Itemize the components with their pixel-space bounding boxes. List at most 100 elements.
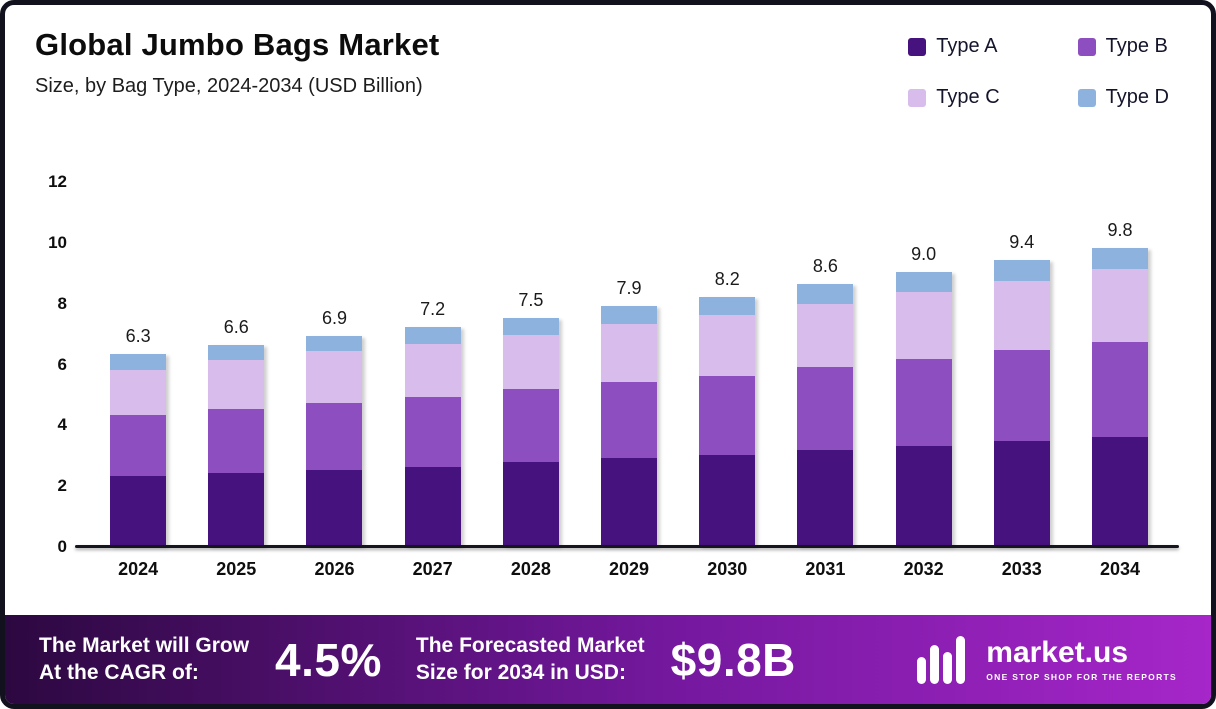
forecast-value: $9.8B — [670, 633, 796, 686]
bar-segment-type-c — [1091, 269, 1148, 343]
cagr-value: 4.5% — [275, 633, 382, 686]
bar-segment-type-b — [601, 381, 658, 458]
bar-segment-type-c — [404, 343, 461, 397]
bar-column: 6.3 — [89, 326, 187, 546]
bar-column: 9.8 — [1071, 220, 1169, 546]
title-block: Global Jumbo Bags Market Size, by Bag Ty… — [35, 27, 439, 109]
forecast-caption-line1: The Forecasted Market — [415, 634, 645, 658]
bar-segment-type-b — [404, 396, 461, 467]
bar-segment-type-d — [110, 354, 167, 370]
bar-segment-type-c — [797, 304, 854, 367]
bar-segment-type-d — [208, 345, 265, 361]
bar-segment-type-c — [601, 323, 658, 382]
marketus-logo-icon — [917, 635, 966, 684]
stacked-bar — [404, 327, 461, 546]
bar-segment-type-b — [502, 389, 559, 463]
bar-total-label: 7.2 — [420, 299, 446, 320]
chart-title: Global Jumbo Bags Market — [35, 27, 440, 62]
brand-block: market.us ONE STOP SHOP FOR THE REPORTS — [916, 635, 1177, 685]
bar-segment-type-d — [404, 327, 461, 344]
bar-segment-type-b — [993, 349, 1050, 442]
cagr-caption: The Market will Grow At the CAGR of: — [39, 633, 249, 686]
cagr-caption-line1: The Market will Grow — [39, 634, 250, 658]
bar-column: 7.9 — [580, 278, 678, 546]
bar-segment-type-a — [797, 450, 854, 546]
bar-segment-type-a — [699, 454, 756, 546]
bar-segment-type-c — [699, 314, 756, 376]
bar-segment-type-d — [895, 272, 952, 293]
bar-column: 9.0 — [875, 244, 973, 546]
chart-area: 0 2 4 6 8 10 12 6.3 6.6 6.9 7.2 7.5 7.9 8.2 8.6 9.0 9.4… — [5, 172, 1211, 556]
bar-segment-type-b — [895, 358, 952, 446]
stacked-bar — [601, 305, 658, 546]
bar-segment-type-d — [1091, 247, 1148, 270]
legend-label: Type A — [936, 35, 998, 57]
bar-segment-type-c — [895, 292, 952, 359]
y-axis: 0 2 4 6 8 10 12 — [5, 172, 83, 556]
x-axis-label: 2028 — [510, 559, 551, 579]
x-axis-label: 2025 — [216, 559, 257, 579]
bar-segment-type-b — [306, 403, 363, 470]
bar-total-label: 9.8 — [1107, 219, 1133, 240]
bar-total-label: 6.6 — [223, 317, 249, 338]
brand-tagline: ONE STOP SHOP FOR THE REPORTS — [986, 671, 1177, 682]
bar-total-label: 6.9 — [321, 308, 347, 329]
bar-total-label: 9.0 — [911, 244, 937, 265]
bar-segment-type-d — [797, 284, 854, 305]
bar-segment-type-d — [601, 305, 658, 324]
bar-segment-type-d — [502, 317, 559, 335]
stacked-bar — [502, 317, 559, 546]
legend: Type A Type B Type C Type D — [908, 27, 1169, 109]
bar-segment-type-a — [895, 445, 952, 546]
bar-column: 8.6 — [776, 256, 874, 546]
bar-segment-type-b — [110, 415, 167, 477]
x-axis-line — [75, 545, 1179, 548]
forecast-caption: The Forecasted Market Size for 2034 in U… — [416, 633, 645, 686]
brand-name: market.us — [986, 635, 1129, 669]
stacked-bar — [1091, 247, 1148, 546]
legend-swatch — [908, 37, 927, 56]
bar-segment-type-a — [1091, 436, 1148, 546]
x-axis-label: 2027 — [412, 559, 453, 579]
y-axis-tick: 2 — [57, 476, 67, 496]
bar-segment-type-b — [1091, 342, 1148, 437]
cagr-caption-line2: At the CAGR of: — [39, 660, 199, 684]
forecast-caption-line2: Size for 2034 in USD: — [415, 660, 626, 684]
bar-segment-type-a — [208, 473, 265, 546]
bar-column: 8.2 — [678, 269, 776, 546]
y-axis-tick: 0 — [57, 537, 67, 556]
bar-segment-type-a — [110, 476, 167, 546]
bar-column: 6.9 — [285, 308, 383, 546]
x-axis-label: 2031 — [805, 559, 846, 579]
bar-segment-type-d — [699, 296, 756, 315]
bar-segment-type-a — [502, 462, 559, 546]
y-axis-tick: 8 — [57, 293, 67, 313]
bar-total-label: 7.9 — [616, 277, 642, 298]
brand-text: market.us ONE STOP SHOP FOR THE REPORTS — [986, 635, 1177, 682]
bar-total-label: 8.2 — [714, 268, 740, 289]
x-axis-label: 2024 — [118, 559, 159, 579]
bar-segment-type-b — [208, 409, 265, 473]
y-axis-tick: 6 — [57, 354, 67, 374]
bar-total-label: 8.6 — [812, 256, 838, 277]
legend-item: Type C — [908, 86, 1000, 109]
y-axis-tick: 10 — [48, 232, 67, 252]
legend-swatch — [908, 88, 927, 107]
bar-segment-type-c — [208, 360, 265, 410]
bar-segment-type-d — [993, 260, 1050, 282]
legend-label: Type D — [1105, 86, 1169, 108]
bar-segment-type-a — [601, 457, 658, 546]
y-axis-tick: 4 — [57, 415, 67, 435]
x-axis-labels: 2024 2025 2026 2027 2028 2029 2030 2031 2032 2033… — [83, 559, 1175, 580]
bar-column: 9.4 — [973, 232, 1071, 546]
x-axis-label: 2034 — [1099, 559, 1140, 579]
stacked-bar — [797, 284, 854, 546]
stacked-bar — [208, 345, 265, 546]
bar-segment-type-c — [993, 281, 1050, 350]
footer-banner: The Market will Grow At the CAGR of: 4.5… — [5, 615, 1211, 704]
x-axis-label: 2033 — [1001, 559, 1042, 579]
stacked-bar — [110, 354, 167, 546]
bar-column: 7.2 — [384, 299, 482, 546]
bar-total-label: 7.5 — [518, 289, 544, 310]
